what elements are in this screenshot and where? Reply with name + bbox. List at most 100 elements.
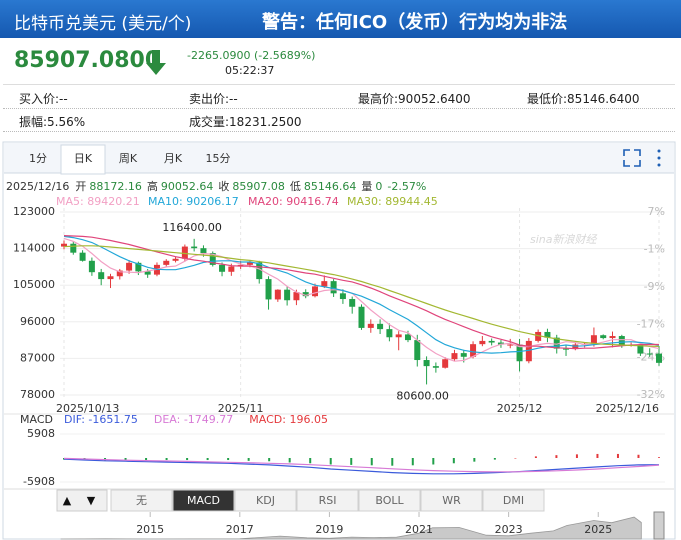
- candle-body: [507, 344, 514, 346]
- candle-body: [312, 286, 319, 297]
- candle-body: [451, 353, 458, 360]
- y2-tick-label: 7%: [648, 205, 665, 218]
- macd-bar: [391, 458, 394, 466]
- macd-bar: [432, 458, 435, 465]
- macd-bar: [473, 458, 476, 462]
- tab[interactable]: 15分: [206, 152, 231, 165]
- macd-bar: [555, 455, 558, 458]
- candle-body: [423, 360, 430, 367]
- candle-body: [386, 329, 393, 338]
- candle-body: [70, 243, 77, 253]
- candle-body: [191, 246, 198, 249]
- watermark: sina新浪财经: [530, 233, 597, 246]
- legend-entry: MA10: 90206.17: [148, 195, 239, 208]
- candle-body: [367, 323, 374, 328]
- fullscreen-icon[interactable]: [623, 149, 641, 167]
- ohlc-text: 高: [147, 179, 158, 193]
- ohlc-text: -2.57%: [387, 180, 426, 193]
- macd-title: MACD: [20, 413, 53, 426]
- nav-button[interactable]: ▼: [87, 494, 96, 507]
- ohlc-text: 90052.64: [161, 180, 214, 193]
- ohlc-text: 2025/12/16: [6, 180, 69, 193]
- candle-body: [488, 340, 495, 343]
- info-row: 振幅:5.56% 成交量:18231.2500: [3, 108, 675, 132]
- candle-body: [656, 353, 662, 363]
- candle-body: [544, 331, 551, 338]
- candle-body: [321, 281, 328, 287]
- candle-body: [284, 289, 291, 301]
- candle-body: [61, 243, 67, 247]
- candle-body: [590, 335, 597, 344]
- tab-bar: [4, 143, 674, 173]
- ma-line: [63, 235, 660, 350]
- indicator-tab-bg: [234, 489, 297, 512]
- candle-body: [228, 266, 235, 272]
- indicator-tab[interactable]: RSI: [319, 494, 337, 507]
- tab[interactable]: 1分: [29, 152, 47, 165]
- legend-entry: DIF: -1651.75: [64, 413, 138, 426]
- candle-body: [470, 344, 477, 357]
- x-tick-label: 2025/12: [497, 402, 543, 415]
- navigator-window[interactable]: [653, 511, 665, 540]
- tab[interactable]: 周K: [119, 152, 138, 165]
- info-row: 买入价:-- 卖出价:-- 最高价:90052.6400 最低价:85146.6…: [3, 84, 675, 109]
- ohlc-text: 开: [75, 180, 86, 193]
- indicator-tab-bg: [110, 489, 173, 512]
- macd-bar: [206, 458, 209, 461]
- panel-border: [2, 141, 676, 540]
- y-tick-label: 96000: [20, 315, 55, 328]
- tab[interactable]: 月K: [164, 152, 183, 165]
- y-tick-label: -5908: [23, 475, 55, 488]
- candle-body: [302, 292, 309, 297]
- tab-active: [60, 144, 106, 175]
- indicator-tab[interactable]: MACD: [187, 494, 220, 507]
- candle-body: [479, 340, 486, 345]
- candle-body: [600, 335, 607, 339]
- indicator-tab-bg: [172, 489, 235, 512]
- menu-icon[interactable]: [657, 149, 661, 167]
- warning: 警告：任何ICO（发币）行为均为非法: [262, 12, 568, 33]
- macd-bar: [575, 454, 578, 458]
- candle-body: [88, 260, 95, 273]
- legend-entry: MA30: 89944.45: [347, 195, 438, 208]
- macd-bar: [616, 453, 619, 458]
- macd-bar: [227, 458, 230, 461]
- indicator-tab-bg: [358, 489, 421, 512]
- macd-bar: [534, 456, 537, 458]
- indicator-tab[interactable]: KDJ: [256, 494, 275, 507]
- indicator-tab[interactable]: BOLL: [375, 494, 404, 507]
- legend-entry: MA20: 90416.74: [248, 195, 339, 208]
- candle-body: [339, 293, 346, 300]
- macd-bar: [514, 458, 517, 459]
- tab[interactable]: 日K: [74, 152, 93, 165]
- candle-body: [135, 262, 142, 272]
- info-cell: 成交量:18231.2500: [189, 115, 302, 129]
- y-tick-label: 5908: [27, 427, 55, 440]
- candle-body: [637, 344, 644, 354]
- candle-body: [609, 336, 616, 339]
- candle-body: [79, 252, 86, 261]
- ma-line: [63, 237, 660, 362]
- indicator-tab[interactable]: 无: [136, 494, 147, 507]
- macd-bar: [658, 457, 660, 458]
- candle-body: [525, 340, 532, 362]
- info-cell: 买入价:--: [19, 92, 68, 106]
- macd-bar: [493, 458, 496, 460]
- navigator-area: [60, 516, 642, 540]
- macd-bar: [247, 458, 250, 461]
- nav-button[interactable]: ▲: [63, 494, 72, 507]
- legend-entry: MACD: 196.05: [249, 413, 328, 426]
- candle-body: [98, 272, 105, 280]
- info-cell: 振幅:5.56%: [19, 115, 86, 129]
- indicator-tab[interactable]: WR: [442, 494, 461, 507]
- candle-body: [563, 348, 570, 350]
- candle-body: [646, 353, 653, 355]
- legend-entry: DEA: -1749.77: [154, 413, 233, 426]
- candle-body: [265, 279, 272, 300]
- info-cell: 最高价:90052.6400: [358, 92, 471, 106]
- macd-bar: [145, 458, 148, 461]
- indicator-tab[interactable]: DMI: [503, 494, 524, 507]
- info-cell: 最低价:85146.6400: [527, 92, 640, 106]
- candle-body: [116, 270, 123, 277]
